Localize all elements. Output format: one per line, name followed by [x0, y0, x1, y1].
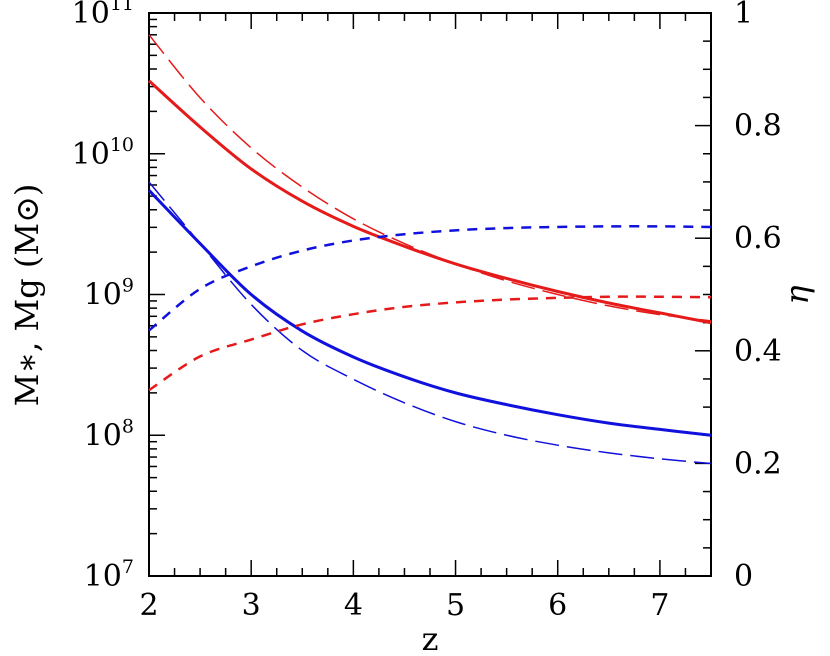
tick-exponent: 9 [122, 275, 134, 297]
y-tick-label-right: 0.6 [734, 221, 782, 256]
tick-exponent: 10 [110, 134, 134, 156]
y-tick-label-left: 1011 [72, 0, 134, 31]
y-tick-label-right: 0 [734, 559, 753, 594]
tick-exponent: 7 [122, 556, 134, 578]
y-tick-label-left: 1010 [72, 134, 134, 172]
x-tick-label: 2 [139, 588, 158, 623]
tick-exponent: 11 [110, 0, 134, 15]
series-line-2 [148, 34, 712, 322]
y-tick-label-left: 108 [84, 415, 134, 453]
y-tick-label-right: 0.2 [734, 446, 782, 481]
x-tick-label: 5 [446, 588, 465, 623]
series-line-5 [148, 225, 712, 332]
y-axis-title-right: η [778, 285, 816, 304]
y-tick-label-right: 0.4 [734, 334, 782, 369]
y-tick-label-left: 107 [84, 556, 134, 594]
tick-base: 10 [72, 0, 110, 31]
series-line-3 [147, 189, 712, 437]
series-line-4 [148, 181, 712, 465]
x-tick-label: 7 [650, 588, 669, 623]
y-tick-label-right: 0.8 [734, 109, 782, 144]
x-axis-title: z [422, 620, 439, 656]
tick-exponent: 8 [122, 415, 134, 437]
tick-base: 10 [72, 137, 110, 172]
tick-base: 10 [84, 559, 122, 594]
series-layer [147, 34, 712, 465]
x-tick-label: 4 [344, 588, 363, 623]
series-line-1 [147, 79, 712, 325]
axis-ticks [148, 12, 712, 577]
y-axis-title-left: M∗, Mg (M⊙) [8, 184, 46, 407]
tick-base: 10 [84, 418, 122, 453]
series-line-6 [148, 295, 712, 392]
x-tick-label: 3 [242, 588, 261, 623]
y-tick-label-right: 1 [734, 0, 753, 31]
x-tick-label: 6 [548, 588, 567, 623]
plot-frame [148, 12, 712, 577]
tick-base: 10 [84, 278, 122, 313]
y-tick-label-left: 109 [84, 275, 134, 313]
